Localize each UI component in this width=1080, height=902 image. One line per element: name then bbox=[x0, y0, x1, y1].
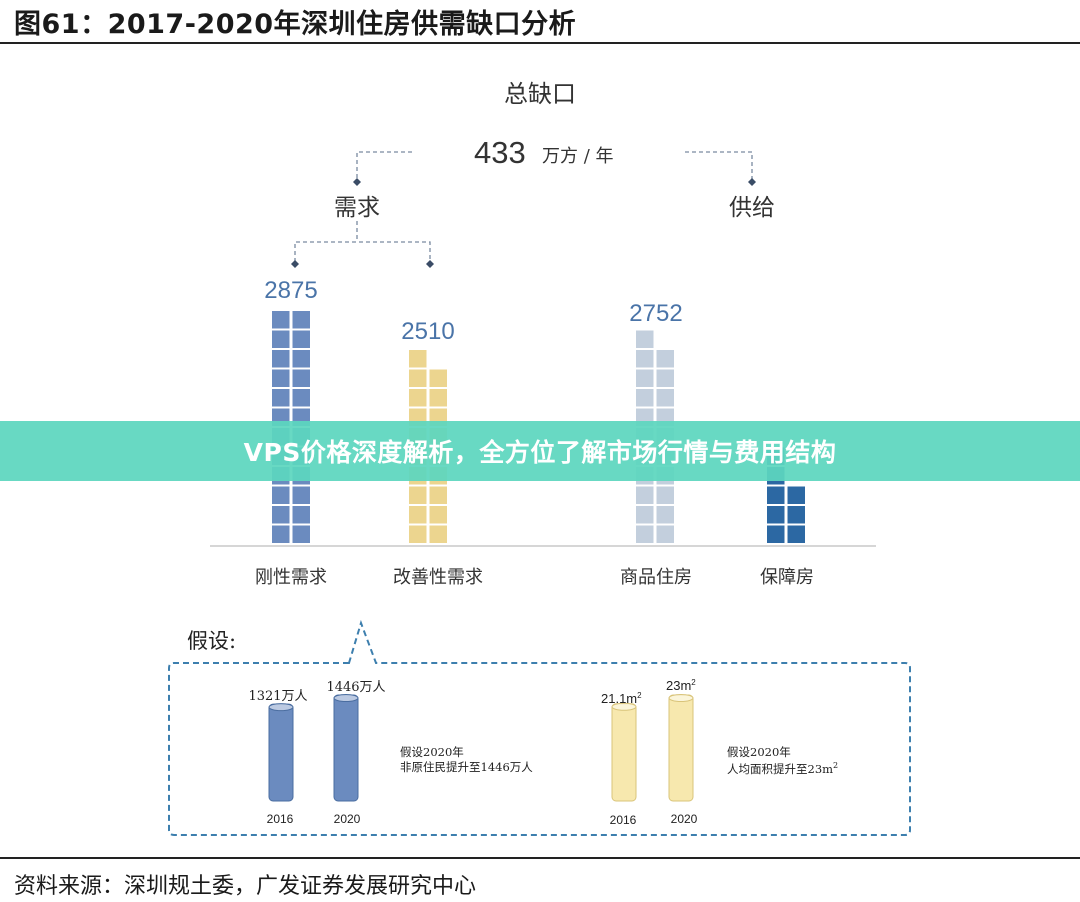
block-commercial-housing bbox=[656, 389, 674, 407]
supply-label: 供给 bbox=[729, 195, 775, 221]
block-improve-demand bbox=[409, 486, 427, 504]
block-rigid-demand bbox=[272, 525, 290, 543]
block-rigid-demand bbox=[292, 330, 310, 348]
figure-title: 图61：2017-2020年深圳住房供需缺口分析 bbox=[14, 9, 577, 40]
block-rigid-demand bbox=[272, 311, 290, 329]
bar-value-improve-demand: 2510 bbox=[401, 318, 454, 345]
block-commercial-housing bbox=[656, 350, 674, 368]
category-label-commercial-housing: 商品住房 bbox=[620, 567, 692, 588]
tree-connectors bbox=[294, 151, 753, 262]
block-affordable-housing bbox=[767, 506, 785, 524]
area-note-line2: 人均面积提升至23m2 bbox=[727, 761, 838, 776]
block-commercial-housing bbox=[636, 486, 654, 504]
block-affordable-housing bbox=[767, 525, 785, 543]
block-rigid-demand bbox=[292, 506, 310, 524]
block-rigid-demand bbox=[292, 525, 310, 543]
bar-value-rigid-demand: 2875 bbox=[264, 277, 317, 304]
bar-value-commercial-housing: 2752 bbox=[629, 300, 682, 327]
block-commercial-housing bbox=[636, 369, 654, 387]
area-year-2020: 2020 bbox=[671, 812, 698, 826]
area-bar-2020 bbox=[668, 694, 694, 802]
total-gap-unit: 万方 / 年 bbox=[542, 146, 614, 167]
pop-year-2016: 2016 bbox=[267, 812, 294, 826]
overlay-banner[interactable]: VPS价格深度解析，全方位了解市场行情与费用结构 bbox=[0, 421, 1080, 481]
block-improve-demand bbox=[429, 486, 447, 504]
total-gap-value: 433 bbox=[474, 135, 526, 170]
block-improve-demand bbox=[409, 506, 427, 524]
category-label-improve-demand: 改善性需求 bbox=[393, 567, 483, 588]
area-bar-label-2016: 21.1m2 bbox=[601, 691, 642, 706]
block-affordable-housing bbox=[787, 486, 805, 504]
demand-label: 需求 bbox=[334, 195, 380, 221]
block-rigid-demand bbox=[272, 486, 290, 504]
block-rigid-demand bbox=[272, 369, 290, 387]
block-rigid-demand bbox=[292, 350, 310, 368]
pop-bar-label-2016: 1321万人 bbox=[248, 689, 307, 704]
top-rule bbox=[0, 42, 1080, 44]
block-rigid-demand bbox=[292, 369, 310, 387]
pop-bar-2020 bbox=[333, 694, 359, 802]
block-improve-demand bbox=[409, 389, 427, 407]
area-bar-label-2020: 23m2 bbox=[666, 678, 696, 693]
block-improve-demand bbox=[429, 525, 447, 543]
area-note-line1: 假设2020年 bbox=[727, 745, 791, 759]
block-commercial-housing bbox=[636, 525, 654, 543]
block-commercial-housing bbox=[656, 369, 674, 387]
pop-bar-label-2020: 1446万人 bbox=[326, 680, 385, 695]
pop-year-2020: 2020 bbox=[334, 812, 361, 826]
assumption-bars bbox=[268, 694, 694, 802]
block-commercial-housing bbox=[656, 486, 674, 504]
total-gap-label: 总缺口 bbox=[504, 80, 576, 108]
block-commercial-housing bbox=[636, 506, 654, 524]
block-rigid-demand bbox=[272, 506, 290, 524]
block-commercial-housing bbox=[656, 525, 674, 543]
bottom-rule bbox=[0, 857, 1080, 859]
pop-note-line1: 假设2020年 bbox=[400, 745, 464, 759]
tree-diamonds bbox=[291, 178, 756, 268]
block-improve-demand bbox=[409, 525, 427, 543]
block-commercial-housing bbox=[636, 389, 654, 407]
block-rigid-demand bbox=[272, 389, 290, 407]
block-improve-demand bbox=[429, 369, 447, 387]
block-improve-demand bbox=[429, 506, 447, 524]
block-commercial-housing bbox=[636, 330, 654, 348]
assumption-callout-border bbox=[168, 619, 911, 836]
block-commercial-housing bbox=[636, 350, 654, 368]
block-affordable-housing bbox=[787, 525, 805, 543]
block-rigid-demand bbox=[292, 311, 310, 329]
block-commercial-housing bbox=[656, 506, 674, 524]
assumption-label: 假设: bbox=[187, 629, 236, 653]
category-label-rigid-demand: 刚性需求 bbox=[255, 567, 327, 588]
block-improve-demand bbox=[409, 350, 427, 368]
banner-text: VPS价格深度解析，全方位了解市场行情与费用结构 bbox=[243, 438, 837, 467]
area-bar-2016 bbox=[611, 702, 637, 802]
source-note: 资料来源：深圳规土委，广发证券发展研究中心 bbox=[14, 874, 477, 899]
block-rigid-demand bbox=[292, 389, 310, 407]
block-affordable-housing bbox=[787, 506, 805, 524]
block-improve-demand bbox=[409, 369, 427, 387]
block-improve-demand bbox=[429, 389, 447, 407]
pop-note-line2: 非原住民提升至1446万人 bbox=[400, 760, 533, 774]
block-rigid-demand bbox=[292, 486, 310, 504]
pop-bar-2016 bbox=[268, 703, 294, 802]
area-year-2016: 2016 bbox=[610, 813, 637, 827]
block-affordable-housing bbox=[767, 486, 785, 504]
block-rigid-demand bbox=[272, 330, 290, 348]
block-rigid-demand bbox=[272, 350, 290, 368]
category-label-affordable-housing: 保障房 bbox=[760, 567, 814, 588]
